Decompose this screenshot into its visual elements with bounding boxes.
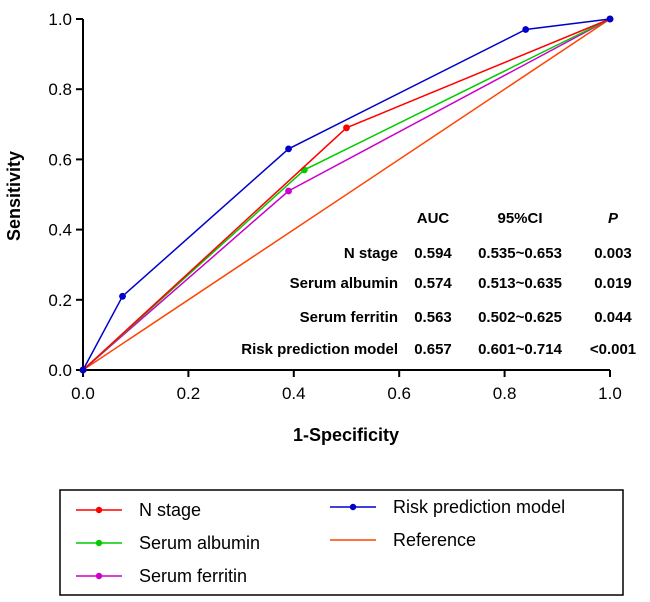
- x-tick-label: 0.0: [71, 384, 95, 403]
- data-point-risk-prediction-model: [119, 292, 126, 300]
- legend-marker: [95, 572, 103, 580]
- table-row-label: Risk prediction model: [241, 341, 398, 358]
- legend-entry-serum-ferritin: Serum ferritin: [76, 566, 247, 586]
- table-row-label: N stage: [344, 245, 398, 262]
- x-axis-title: 1-Specificity: [293, 425, 399, 445]
- series-layer: [79, 15, 614, 374]
- legend-entry-risk-prediction-model: Risk prediction model: [330, 497, 565, 517]
- stats-table: AUC 95%CI P N stage 0.594 0.535~0.653 0.…: [241, 210, 636, 358]
- table-row-ci: 0.535~0.653: [478, 245, 562, 262]
- y-axis-title: Sensitivity: [4, 151, 24, 241]
- table-row-auc: 0.563: [414, 309, 452, 326]
- data-point-serum-ferritin: [285, 187, 292, 195]
- y-tick-label: 0.4: [48, 221, 72, 240]
- axes: [82, 19, 610, 371]
- legend-label: Reference: [393, 530, 476, 550]
- x-tick-label: 0.2: [177, 384, 201, 403]
- data-point-risk-prediction-model: [606, 15, 614, 23]
- x-tick-label: 1.0: [598, 384, 622, 403]
- table-row-p: 0.044: [594, 309, 632, 326]
- table-row-p: 0.019: [594, 275, 632, 292]
- table-row-auc: 0.594: [414, 245, 452, 262]
- legend-frame: [59, 489, 624, 596]
- table-header-auc: AUC: [417, 210, 450, 227]
- table-row-p: <0.001: [590, 341, 636, 358]
- table-row-ci: 0.513~0.635: [478, 275, 562, 292]
- data-point-risk-prediction-model: [79, 366, 87, 374]
- table-header-p: P: [608, 210, 619, 227]
- y-tick-label: 1.0: [48, 10, 72, 29]
- series-line-reference: [82, 18, 611, 371]
- legend-entry-n-stage: N stage: [76, 500, 201, 520]
- table-row-auc: 0.574: [414, 275, 452, 292]
- legend-label: Risk prediction model: [393, 497, 565, 517]
- legend-marker: [95, 539, 103, 547]
- data-point-risk-prediction-model: [522, 26, 530, 33]
- y-tick-label: 0.2: [48, 291, 72, 310]
- table-header-ci: 95%CI: [497, 210, 542, 227]
- data-point-risk-prediction-model: [285, 145, 292, 153]
- table-row-auc: 0.657: [414, 341, 452, 358]
- table-row-label: Serum albumin: [290, 275, 398, 292]
- x-tick-label: 0.4: [282, 384, 306, 403]
- legend-entry-reference: Reference: [330, 530, 476, 550]
- x-tick-label: 0.8: [493, 384, 517, 403]
- legend-label: Serum ferritin: [139, 566, 247, 586]
- legend-label: Serum albumin: [139, 533, 260, 553]
- legend-label: N stage: [139, 500, 201, 520]
- y-tick-label: 0.0: [48, 361, 72, 380]
- table-row-label: Serum ferritin: [300, 309, 398, 326]
- table-row-p: 0.003: [594, 245, 632, 262]
- x-tick-label: 0.6: [387, 384, 411, 403]
- legend: N stage Serum albumin Serum ferritin Ris…: [59, 489, 624, 596]
- y-tick-label: 0.8: [48, 80, 72, 99]
- table-row-ci: 0.601~0.714: [478, 341, 562, 358]
- table-row-ci: 0.502~0.625: [478, 309, 562, 326]
- legend-marker: [95, 506, 103, 514]
- legend-marker: [349, 503, 357, 511]
- legend-entry-serum-albumin: Serum albumin: [76, 533, 260, 553]
- y-tick-label: 0.6: [48, 150, 72, 169]
- ticks: 0.0 0.2 0.4 0.6 0.8 1.0 0.0 0.2 0.4 0.6 0.8 1.0: [48, 10, 621, 403]
- data-point-n-stage: [343, 124, 350, 132]
